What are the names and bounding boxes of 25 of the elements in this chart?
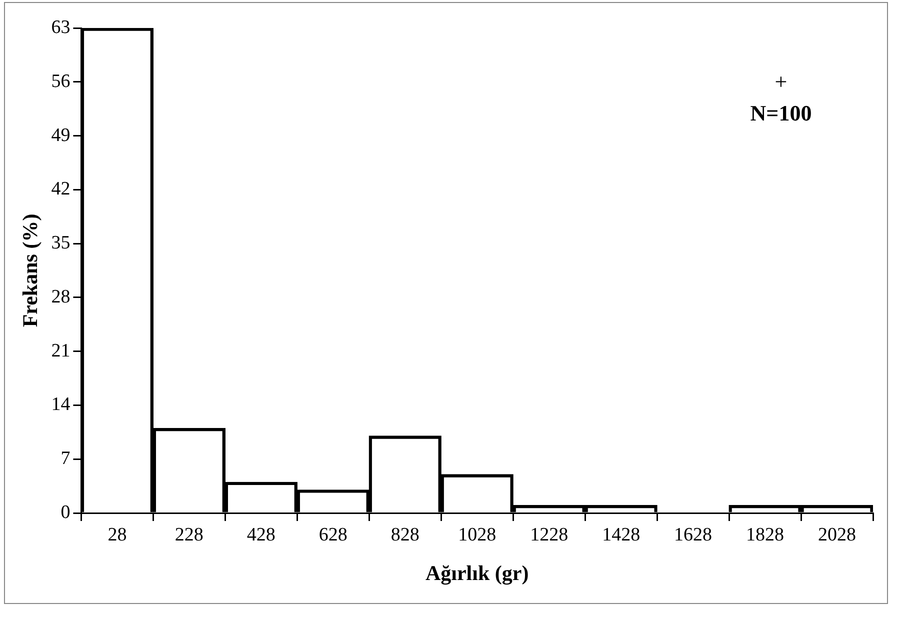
x-tick-label: 1428 [602, 524, 640, 546]
annotation: + [774, 68, 788, 94]
x-tick-label: 428 [246, 524, 276, 546]
y-tick-label: 56 [51, 70, 70, 92]
x-tick-label: 2028 [818, 524, 856, 546]
y-tick-label: 21 [51, 340, 70, 362]
x-tick-label: 28 [108, 524, 127, 546]
x-tick-label: 828 [390, 524, 420, 546]
x-tick-label: 1828 [746, 524, 784, 546]
x-tick-label: 1628 [674, 524, 712, 546]
x-tick-label: 228 [174, 524, 204, 546]
x-tick-label: 628 [318, 524, 348, 546]
y-tick-label: 7 [60, 448, 70, 470]
x-axis-title: Ağırlık (gr) [425, 560, 529, 585]
annotation: N=100 [750, 100, 812, 126]
x-tick-label: 1028 [458, 524, 496, 546]
x-tick-label: 1228 [530, 524, 568, 546]
y-tick-label: 35 [51, 232, 70, 254]
y-tick-label: 14 [51, 394, 71, 416]
y-tick-label: 0 [60, 502, 70, 523]
y-tick-label: 28 [51, 286, 70, 308]
y-tick-label: 42 [51, 178, 70, 200]
y-tick-label: 49 [51, 124, 70, 146]
y-axis-title: Frekans (%) [18, 214, 42, 328]
y-tick-label: 63 [51, 16, 70, 38]
